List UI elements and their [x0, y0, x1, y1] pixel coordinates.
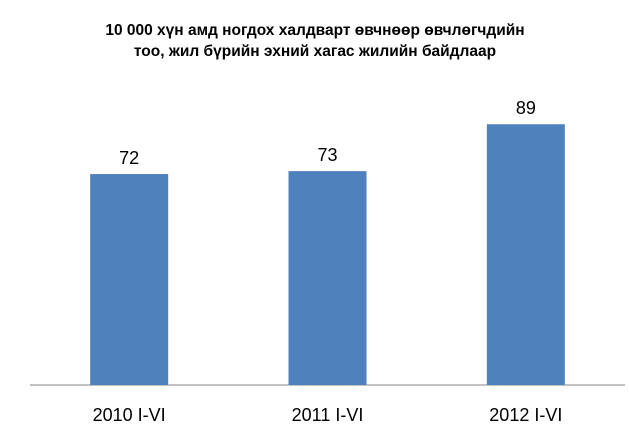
bar [486, 124, 565, 385]
bar [90, 174, 169, 385]
data-label: 89 [516, 98, 536, 118]
x-tick-label: 2012 I-VI [489, 405, 562, 425]
chart-title: 10 000 хүн амд ногдох халдварт өвчнөөр ө… [105, 22, 525, 60]
x-tick-label: 2011 I-VI [292, 405, 364, 425]
data-label: 73 [317, 145, 337, 165]
bar [288, 171, 367, 385]
x-tick-label: 2010 I-VI [93, 405, 166, 425]
data-label: 72 [119, 148, 139, 168]
